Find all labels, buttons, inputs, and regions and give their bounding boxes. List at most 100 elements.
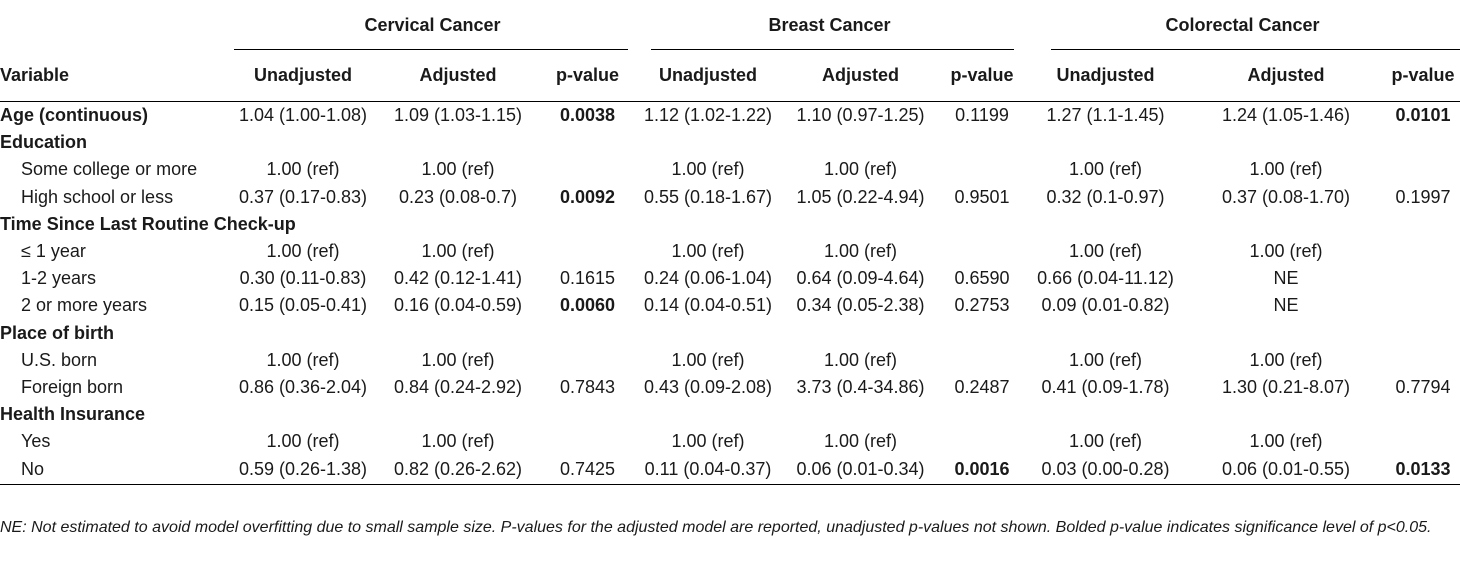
cervical-unadjusted-cell: 1.00 (ref)	[266, 431, 340, 452]
breast-adjusted-cell: 1.00 (ref)	[824, 241, 898, 262]
cervical-unadjusted-cell: 1.00 (ref)	[266, 159, 340, 180]
cervical-pvalue-cell	[541, 347, 634, 374]
variable-level-label: U.S. born	[21, 349, 98, 370]
cervical-adjusted-cell	[375, 320, 541, 347]
colorectal-pvalue-cell: 0.0101	[1395, 105, 1451, 126]
cervical-pvalue-cell: 0.7843	[559, 376, 616, 397]
breast-adjusted-cell	[782, 211, 939, 238]
breast-adjusted-cell: 1.10 (0.97-1.25)	[796, 105, 925, 126]
cervical-pvalue-cell	[541, 401, 634, 428]
group-header-row: Cervical Cancer Breast Cancer Colorectal…	[0, 0, 1460, 50]
cervical-adjusted-cell	[375, 211, 541, 238]
cervical-adjusted-cell: 0.42 (0.12-1.41)	[393, 268, 523, 289]
breast-unadjusted-cell: 1.12 (1.02-1.22)	[643, 105, 773, 126]
breast-adjusted-cell: 0.64 (0.09-4.64)	[796, 268, 925, 289]
colorectal-unadjusted-cell: 1.00 (ref)	[1069, 349, 1143, 370]
colorectal-pvalue-cell	[1386, 347, 1460, 374]
cervical-adjusted-cell: 1.00 (ref)	[421, 431, 495, 452]
colorectal-adjusted-cell: 1.30 (0.21-8.07)	[1221, 376, 1351, 397]
cervical-pvalue-cell	[541, 211, 634, 238]
column-header-cervical-adjusted: Adjusted	[375, 50, 541, 102]
colorectal-unadjusted-cell: 0.32 (0.1-0.97)	[1046, 186, 1165, 207]
cervical-unadjusted-cell: 0.30 (0.11-0.83)	[239, 268, 367, 289]
cervical-adjusted-cell	[375, 401, 541, 428]
table-section-row: Age (continuous) 1.04 (1.00-1.08) 1.09 (1.…	[0, 102, 1460, 130]
colorectal-pvalue-cell	[1386, 211, 1460, 238]
variable-section-label: Place of birth	[0, 322, 115, 343]
breast-unadjusted-cell: 0.43 (0.09-2.08)	[643, 376, 773, 397]
colorectal-pvalue-cell	[1386, 156, 1460, 183]
colorectal-adjusted-cell	[1186, 211, 1386, 238]
table-body: Age (continuous) 1.04 (1.00-1.08) 1.09 (1.…	[0, 102, 1460, 486]
variable-section-label: Age (continuous)	[0, 105, 148, 126]
colorectal-adjusted-cell: 1.00 (ref)	[1249, 349, 1323, 370]
column-header-variable: Variable	[0, 50, 231, 102]
cervical-pvalue-cell	[541, 320, 634, 347]
colorectal-adjusted-cell: 1.24 (1.05-1.46)	[1221, 105, 1351, 126]
variable-section-label: Time Since Last Routine Check-up	[0, 213, 296, 234]
colorectal-pvalue-cell	[1386, 292, 1460, 319]
group-header-blank	[0, 0, 231, 50]
variable-level-label: Foreign born	[21, 376, 124, 397]
cervical-adjusted-cell: 1.00 (ref)	[421, 159, 495, 180]
breast-pvalue-cell: 0.6590	[954, 268, 1010, 289]
colorectal-unadjusted-cell: 0.03 (0.00-0.28)	[1025, 455, 1187, 486]
cervical-pvalue-cell: 0.0060	[559, 295, 616, 316]
cervical-unadjusted-cell: 1.00 (ref)	[266, 349, 340, 370]
cervical-pvalue-cell: 0.1615	[559, 268, 616, 289]
column-header-breast-adjusted: Adjusted	[782, 50, 940, 102]
table-row: High school or less 0.37 (0.17-0.83) 0.23 …	[0, 184, 1460, 211]
cervical-pvalue-cell: 0.7425	[541, 455, 635, 486]
colorectal-unadjusted-cell: 1.00 (ref)	[1069, 431, 1143, 452]
cervical-unadjusted-cell: 1.00 (ref)	[266, 241, 340, 262]
colorectal-adjusted-cell	[1186, 401, 1386, 428]
colorectal-pvalue-cell: 0.0133	[1386, 455, 1460, 486]
variable-level-label: Yes	[21, 431, 51, 452]
column-header-colorectal-unadjusted: Unadjusted	[1025, 50, 1187, 102]
cervical-adjusted-cell: 0.16 (0.04-0.59)	[393, 295, 523, 316]
table-section-row: Education	[0, 129, 1460, 156]
table-row: No 0.59 (0.26-1.38) 0.82 (0.26-2.62) 0.7425…	[0, 455, 1460, 486]
cervical-pvalue-cell: 0.0092	[559, 186, 616, 207]
colorectal-pvalue-cell	[1386, 401, 1460, 428]
breast-adjusted-cell: 1.00 (ref)	[824, 349, 898, 370]
cervical-adjusted-cell: 1.00 (ref)	[421, 241, 495, 262]
column-header-row: Variable Unadjusted Adjusted p-value Una…	[0, 50, 1460, 102]
colorectal-pvalue-cell: 0.1997	[1395, 186, 1451, 207]
cervical-pvalue-cell	[541, 156, 634, 183]
regression-results-table: Cervical Cancer Breast Cancer Colorectal…	[0, 0, 1460, 486]
breast-adjusted-cell	[782, 320, 939, 347]
breast-adjusted-cell: 1.00 (ref)	[824, 159, 898, 180]
colorectal-adjusted-cell: NE	[1273, 268, 1299, 289]
table-row: ≤ 1 year 1.00 (ref) 1.00 (ref) 1.00 (ref) 1.…	[0, 238, 1460, 265]
table-row: 2 or more years 0.15 (0.05-0.41) 0.16 (0.0…	[0, 292, 1460, 319]
breast-adjusted-cell: 1.05 (0.22-4.94)	[796, 186, 925, 207]
breast-pvalue-cell	[939, 156, 1025, 183]
cervical-adjusted-cell: 0.23 (0.08-0.7)	[398, 186, 518, 207]
breast-pvalue-cell: 0.9501	[954, 186, 1010, 207]
breast-pvalue-cell: 0.1199	[955, 105, 1009, 126]
breast-pvalue-cell	[939, 320, 1025, 347]
column-header-breast-pvalue: p-value	[939, 50, 1026, 102]
breast-unadjusted-cell	[634, 320, 782, 347]
variable-level-label: No	[0, 455, 231, 486]
cervical-pvalue-cell	[541, 428, 634, 455]
variable-level-label: High school or less	[21, 186, 174, 207]
breast-adjusted-cell: 1.00 (ref)	[824, 431, 898, 452]
table-row: Yes 1.00 (ref) 1.00 (ref) 1.00 (ref) 1.00 (r…	[0, 428, 1460, 455]
colorectal-pvalue-cell: 0.7794	[1395, 376, 1451, 397]
cervical-pvalue-cell: 0.0038	[559, 105, 616, 126]
cervical-unadjusted-cell: 0.37 (0.17-0.83)	[238, 186, 368, 207]
cervical-unadjusted-cell: 0.59 (0.26-1.38)	[231, 455, 375, 486]
colorectal-pvalue-cell	[1386, 238, 1460, 265]
colorectal-adjusted-cell: 0.06 (0.01-0.55)	[1186, 455, 1387, 486]
breast-adjusted-cell	[782, 129, 939, 156]
colorectal-unadjusted-cell	[1025, 129, 1186, 156]
cervical-adjusted-cell: 1.00 (ref)	[421, 349, 495, 370]
column-header-colorectal-adjusted: Adjusted	[1186, 50, 1387, 102]
column-header-cervical-unadjusted: Unadjusted	[231, 50, 375, 102]
breast-adjusted-cell: 3.73 (0.4-34.86)	[796, 376, 925, 397]
cervical-adjusted-cell: 1.09 (1.03-1.15)	[393, 105, 523, 126]
colorectal-unadjusted-cell	[1025, 401, 1186, 428]
